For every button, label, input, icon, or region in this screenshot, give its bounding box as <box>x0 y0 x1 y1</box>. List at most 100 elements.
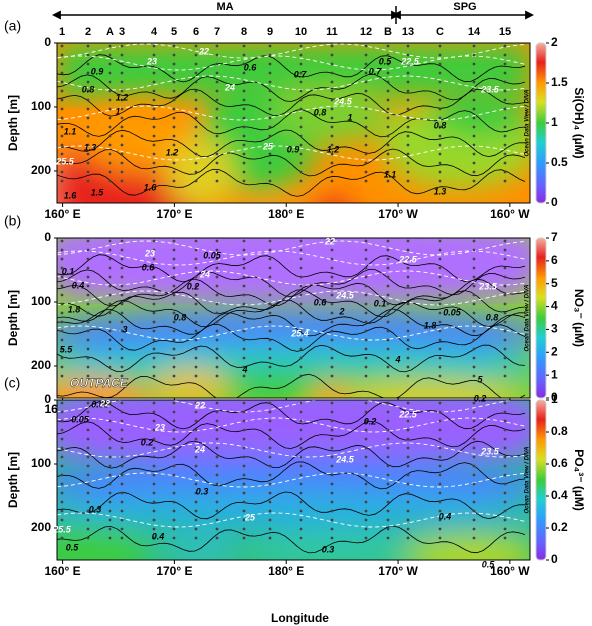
station-label: 10 <box>295 26 307 38</box>
sample-dot <box>330 170 334 174</box>
sample-dot <box>172 284 176 288</box>
sample-dot <box>364 527 368 531</box>
sample-dot <box>152 428 156 432</box>
sample-dot <box>299 401 303 405</box>
sample-dot <box>120 53 124 57</box>
sample-dot <box>60 53 64 57</box>
sample-dot <box>86 248 90 252</box>
sample-dot <box>108 347 112 351</box>
contour-line <box>57 88 526 117</box>
sample-dot <box>268 374 272 378</box>
sample-dot <box>438 248 442 252</box>
sample-dot <box>60 491 64 495</box>
sample-dot <box>120 482 124 486</box>
sample-dot <box>330 374 334 378</box>
sample-dot <box>120 464 124 468</box>
sample-dot <box>108 455 112 459</box>
sample-dot <box>194 536 198 540</box>
sample-dot <box>172 107 176 111</box>
sample-dot <box>299 161 303 165</box>
sample-dot <box>406 71 410 75</box>
sample-dot <box>406 134 410 138</box>
sample-dot <box>503 284 507 288</box>
sample-dot <box>406 500 410 504</box>
sample-dot <box>299 311 303 315</box>
sample-dot <box>215 437 219 441</box>
sample-dot <box>108 152 112 156</box>
sample-dot <box>299 98 303 102</box>
sample-dot <box>215 44 219 48</box>
sample-dot <box>120 71 124 75</box>
sample-dot <box>60 446 64 450</box>
contour-line <box>57 168 526 197</box>
sample-dot <box>330 179 334 183</box>
isotherm-label: 22 <box>194 400 205 410</box>
sample-dot <box>194 257 198 261</box>
sample-dot <box>108 266 112 270</box>
sample-dot <box>364 134 368 138</box>
sample-dot <box>194 401 198 405</box>
sample-dot <box>60 455 64 459</box>
sample-dot <box>60 500 64 504</box>
sample-dot <box>406 419 410 423</box>
sample-dot <box>438 446 442 450</box>
sample-dot <box>215 500 219 504</box>
sample-dot <box>330 527 334 531</box>
sample-dot <box>120 161 124 165</box>
isotherm-label: 23 <box>154 422 165 432</box>
sample-dot <box>406 365 410 369</box>
sample-dot <box>330 491 334 495</box>
sample-dot <box>299 320 303 324</box>
sample-dot <box>472 116 476 120</box>
sample-dot <box>108 293 112 297</box>
sample-dot <box>330 116 334 120</box>
sample-dot <box>299 428 303 432</box>
sample-dot <box>364 482 368 486</box>
sample-dot <box>330 125 334 129</box>
sample-dot <box>472 536 476 540</box>
sample-dot <box>386 410 390 414</box>
station-label: 8 <box>241 26 247 38</box>
sample-dot <box>242 107 246 111</box>
contour-label: 0.4 <box>152 531 165 541</box>
sample-dot <box>406 98 410 102</box>
sample-dot <box>503 329 507 333</box>
sample-dot <box>386 536 390 540</box>
sample-dot <box>472 98 476 102</box>
sample-dot <box>299 179 303 183</box>
sample-dot <box>242 428 246 432</box>
sample-dot <box>194 44 198 48</box>
sample-dot <box>60 107 64 111</box>
sample-dot <box>242 98 246 102</box>
sample-dot <box>60 428 64 432</box>
sample-dot <box>406 143 410 147</box>
sample-dot <box>242 464 246 468</box>
sample-dot <box>268 275 272 279</box>
sample-dot <box>172 266 176 270</box>
sample-dot <box>364 257 368 261</box>
sample-dot <box>152 266 156 270</box>
contour-line <box>57 299 525 328</box>
sample-dot <box>503 536 507 540</box>
sample-dot <box>406 293 410 297</box>
sample-dot <box>120 374 124 378</box>
colorbar-tick-label: 1 <box>551 392 558 406</box>
field-blob <box>57 378 149 398</box>
sample-dot <box>242 482 246 486</box>
sample-dot <box>86 347 90 351</box>
y-axis-label: Depth [m] <box>6 290 20 346</box>
station-label: 9 <box>267 26 273 38</box>
contour-label: 1.8 <box>424 320 437 330</box>
sample-dot <box>120 98 124 102</box>
sample-dot <box>108 80 112 84</box>
sample-dot <box>215 134 219 138</box>
sample-dot <box>120 347 124 351</box>
contour-label: 0.05 <box>91 399 110 409</box>
sample-dot <box>60 44 64 48</box>
sample-dot <box>60 134 64 138</box>
sample-dot <box>472 473 476 477</box>
sample-dot <box>194 179 198 183</box>
sample-dot <box>364 500 368 504</box>
sample-dot <box>152 179 156 183</box>
colorbar-tick-label: 3 <box>551 322 558 336</box>
